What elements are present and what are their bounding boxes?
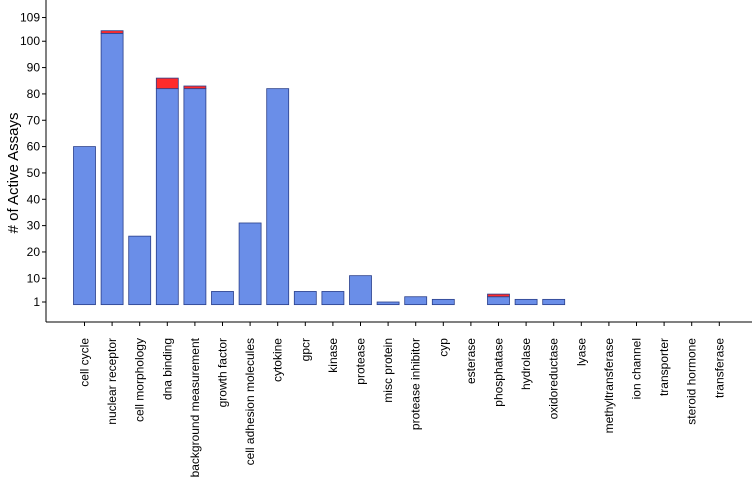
y-tick-label: 100 bbox=[20, 34, 40, 48]
x-category-label: growth factor bbox=[216, 338, 230, 407]
x-category-label: cell morphology bbox=[133, 338, 147, 422]
bar-primary-dna-binding bbox=[155, 88, 179, 306]
x-category-label: gpcr bbox=[298, 338, 312, 361]
bar-primary-gpcr bbox=[293, 291, 317, 306]
x-category-label: protease inhibitor bbox=[409, 338, 423, 430]
x-category-label: phosphatase bbox=[492, 338, 506, 407]
x-category-label: methyltransferase bbox=[602, 338, 616, 434]
bar-primary-oxidoreductase bbox=[542, 298, 566, 306]
bar-primary-cell-morphology bbox=[128, 235, 152, 306]
x-category-label: dna binding bbox=[160, 338, 174, 400]
bar-primary-cell-cycle bbox=[73, 146, 96, 306]
x-category-label: cytokine bbox=[271, 338, 285, 382]
x-category-label: kinase bbox=[326, 338, 340, 373]
bar-secondary-dna-binding bbox=[155, 77, 179, 90]
y-axis-title: # of Active Assays bbox=[5, 112, 22, 233]
bar-primary-misc-protein bbox=[376, 301, 400, 306]
x-category-label: misc protein bbox=[381, 338, 395, 403]
y-tick-label: 20 bbox=[27, 245, 41, 259]
y-tick-label: 10 bbox=[27, 271, 41, 285]
bar-primary-phosphatase bbox=[487, 296, 510, 306]
x-category-label: cyp bbox=[436, 338, 450, 357]
y-tick-label: 30 bbox=[27, 219, 41, 233]
bar-primary-hydrolase bbox=[514, 298, 538, 306]
x-category-label: protease bbox=[354, 338, 368, 385]
bar-primary-cytokine bbox=[266, 88, 290, 306]
bar-primary-kinase bbox=[321, 291, 345, 306]
y-tick-label: 60 bbox=[27, 140, 41, 154]
x-category-label: background measurement bbox=[188, 337, 202, 477]
x-category-label: steroid hormone bbox=[685, 338, 699, 425]
y-tick-label: 70 bbox=[27, 113, 41, 127]
y-tick-label: 109 bbox=[20, 11, 40, 25]
bar-primary-protease-inhibitor bbox=[404, 296, 428, 306]
y-tick-label: 1 bbox=[33, 295, 40, 309]
y-tick-label: 80 bbox=[27, 87, 41, 101]
x-category-label: ion channel bbox=[630, 338, 644, 399]
x-category-label: lyase bbox=[574, 338, 588, 366]
x-category-label: cell cycle bbox=[78, 338, 92, 387]
bar-primary-background-measurement bbox=[183, 88, 207, 306]
x-category-label: transferase bbox=[712, 338, 726, 398]
x-category-label: oxidoreductase bbox=[547, 338, 561, 420]
bar-primary-nuclear-receptor bbox=[100, 32, 124, 306]
y-tick-label: 40 bbox=[27, 192, 41, 206]
y-tick-label: 90 bbox=[27, 61, 41, 75]
bar-secondary-nuclear-receptor bbox=[100, 30, 124, 34]
bar-primary-cell-adhesion-molecules bbox=[238, 222, 262, 306]
x-category-label: esterase bbox=[464, 338, 478, 384]
x-category-label: hydrolase bbox=[519, 338, 533, 390]
bar-primary-cyp bbox=[431, 298, 455, 306]
bar-primary-growth-factor bbox=[211, 291, 234, 306]
bar-primary-protease bbox=[349, 275, 372, 306]
y-tick-label: 50 bbox=[27, 166, 41, 180]
bar-secondary-phosphatase bbox=[487, 293, 510, 298]
x-category-label: cell adhesion molecules bbox=[243, 338, 257, 465]
bar-secondary-background-measurement bbox=[183, 85, 207, 90]
x-category-label: nuclear receptor bbox=[105, 338, 119, 425]
x-category-label: transporter bbox=[657, 338, 671, 396]
